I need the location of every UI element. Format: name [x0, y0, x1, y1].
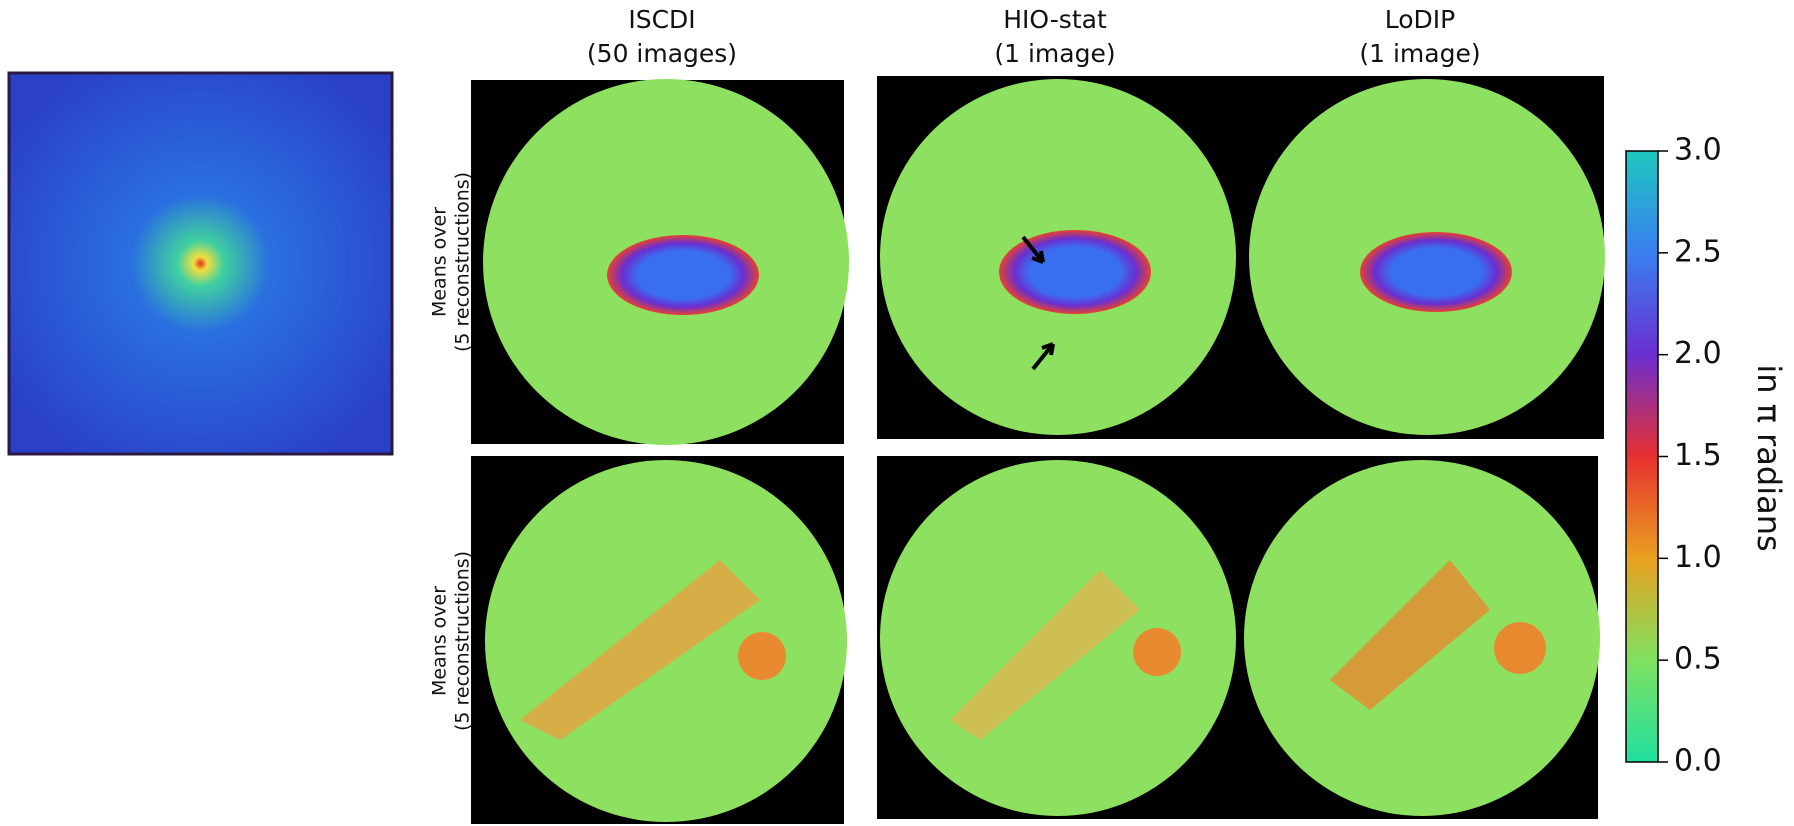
diffraction-pattern — [7, 71, 394, 456]
tick-label: 0.5 — [1674, 642, 1722, 677]
column-subtitle: (1 image) — [1359, 39, 1480, 68]
colorbar-ticks: 0.0 0.5 1.0 1.5 2.0 2.5 3.0 — [1658, 133, 1722, 779]
row-label: Means over — [429, 207, 451, 317]
column-title: HIO-stat — [1003, 5, 1107, 34]
tick-label: 1.5 — [1674, 438, 1722, 473]
column-subtitle: (50 images) — [587, 39, 737, 68]
column-title: ISCDI — [628, 5, 695, 34]
row-sublabel: (5 reconstructions) — [452, 551, 474, 731]
tick-label: 1.0 — [1674, 540, 1722, 575]
colorbar — [1625, 150, 1659, 763]
tick-label: 2.5 — [1674, 234, 1722, 269]
column-title: LoDIP — [1385, 5, 1455, 34]
row-label: Means over — [429, 586, 451, 696]
column-subtitle: (1 image) — [994, 39, 1115, 68]
panels — [471, 76, 1605, 824]
tick-label: 3.0 — [1674, 133, 1722, 168]
tick-label: 0.0 — [1674, 744, 1722, 779]
tick-label: 2.0 — [1674, 336, 1722, 371]
row-sublabel: (5 reconstructions) — [452, 172, 474, 352]
colorbar-label: in π radians — [1750, 364, 1788, 551]
